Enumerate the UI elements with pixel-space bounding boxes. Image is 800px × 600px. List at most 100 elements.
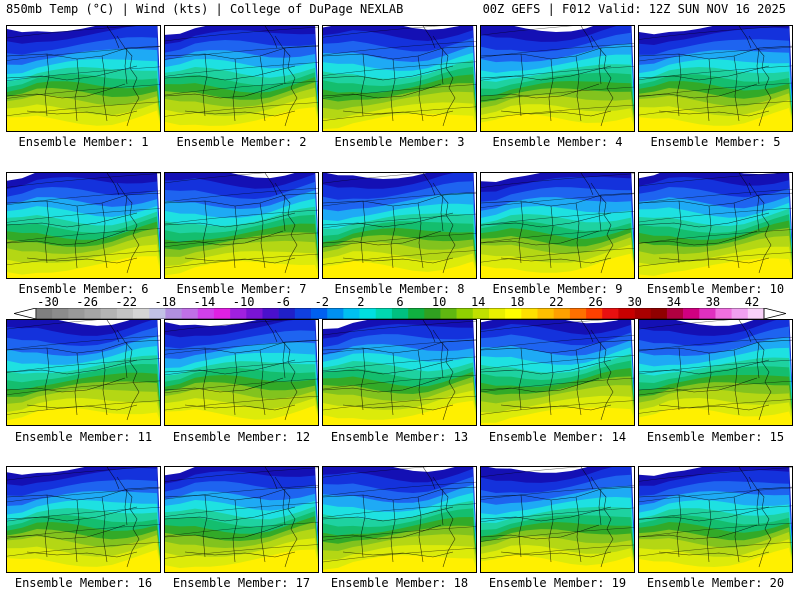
colorbar-swatch	[375, 308, 393, 319]
temperature-map-image	[639, 467, 792, 572]
colorbar-tick-label: 38	[705, 295, 721, 309]
temperature-map-image	[165, 320, 318, 425]
ensemble-member-map	[480, 172, 635, 279]
ensemble-member-map	[638, 25, 793, 132]
colorbar-swatch	[488, 308, 506, 319]
temperature-map-image	[481, 173, 634, 278]
ensemble-member-caption: Ensemble Member: 18	[330, 576, 469, 590]
colorbar-swatch	[456, 308, 474, 319]
colorbar-swatch	[586, 308, 603, 319]
colorbar-tick-label: -26	[76, 295, 98, 309]
colorbar-swatch	[36, 308, 53, 319]
ensemble-member-map	[480, 25, 635, 132]
temperature-map-image	[639, 26, 792, 131]
ensemble-member-caption: Ensemble Member: 6	[18, 282, 149, 296]
temperature-map-image	[639, 173, 792, 278]
ensemble-member-map	[164, 466, 319, 573]
temperature-map-image	[165, 26, 318, 131]
colorbar-tick-label: 6	[396, 295, 404, 309]
ensemble-member-map	[6, 466, 161, 573]
temperature-map-image	[481, 467, 634, 572]
temperature-colorbar	[14, 308, 786, 319]
temperature-map-image	[639, 320, 792, 425]
ensemble-member-caption: Ensemble Member: 19	[488, 576, 627, 590]
temperature-map-image	[481, 320, 634, 425]
ensemble-member-caption: Ensemble Member: 2	[176, 135, 307, 149]
temperature-map-image	[165, 467, 318, 572]
colorbar-tick-label: 18	[510, 295, 525, 309]
ensemble-member-map	[322, 319, 477, 426]
colorbar-tick-label: 26	[588, 295, 603, 309]
colorbar-swatch	[699, 308, 716, 319]
colorbar-right-arrow	[763, 308, 786, 319]
colorbar-swatch	[650, 308, 668, 319]
colorbar-swatch	[311, 308, 328, 319]
ensemble-member-map	[6, 319, 161, 426]
ensemble-member-caption: Ensemble Member: 14	[488, 430, 627, 444]
colorbar-swatch	[602, 308, 619, 319]
colorbar-tick-label: -22	[115, 295, 138, 309]
temperature-map-image	[7, 467, 160, 572]
map-header-title: 850mb Temp (°C) | Wind (kts) | College o…	[6, 2, 404, 16]
colorbar-tick-label: -18	[154, 295, 177, 309]
ensemble-member-map	[638, 172, 793, 279]
colorbar-swatch	[197, 308, 215, 319]
map-header-valid-time: 00Z GEFS | F012 Valid: 12Z SUN NOV 16 20…	[482, 2, 786, 16]
colorbar-swatch	[100, 308, 118, 319]
colorbar-swatch	[116, 308, 134, 319]
colorbar-tick-label: 2	[357, 295, 365, 309]
ensemble-member-map	[6, 25, 161, 132]
temperature-map-image	[7, 26, 160, 131]
temperature-map-image	[481, 26, 634, 131]
ensemble-member-caption: Ensemble Member: 13	[330, 430, 469, 444]
colorbar-swatch	[230, 308, 247, 319]
colorbar-tick-label: -6	[275, 295, 290, 309]
ensemble-member-caption: Ensemble Member: 9	[492, 282, 623, 296]
temperature-map-image	[7, 173, 160, 278]
temperature-map-image	[323, 467, 476, 572]
colorbar-swatch	[440, 308, 457, 319]
ensemble-member-caption: Ensemble Member: 7	[176, 282, 307, 296]
ensemble-member-caption: Ensemble Member: 5	[650, 135, 781, 149]
colorbar-tick-label: -14	[193, 295, 216, 309]
colorbar-swatch	[181, 308, 199, 319]
colorbar-tick-label: 42	[744, 295, 760, 309]
ensemble-member-caption: Ensemble Member: 10	[646, 282, 785, 296]
colorbar-swatch	[68, 308, 85, 319]
ensemble-member-caption: Ensemble Member: 1	[18, 135, 149, 149]
ensemble-member-map	[480, 319, 635, 426]
colorbar-swatch	[731, 308, 749, 319]
ensemble-member-map	[164, 172, 319, 279]
colorbar-swatch	[472, 308, 490, 319]
colorbar-swatch	[327, 308, 344, 319]
colorbar-tick-label: 34	[666, 295, 682, 309]
colorbar-swatch	[505, 308, 522, 319]
temperature-map-image	[323, 320, 476, 425]
ensemble-member-map	[638, 319, 793, 426]
colorbar-swatch	[294, 308, 312, 319]
colorbar-swatch	[246, 308, 263, 319]
colorbar-swatch	[715, 308, 732, 319]
colorbar-tick-label: -30	[37, 295, 59, 309]
temperature-map-image	[7, 320, 160, 425]
ensemble-member-caption: Ensemble Member: 11	[14, 430, 153, 444]
colorbar-tick-label: 30	[627, 295, 642, 309]
temperature-map-image	[323, 26, 476, 131]
colorbar-swatch	[52, 308, 69, 319]
colorbar-tick-label: -10	[232, 295, 255, 309]
colorbar-swatch	[262, 308, 279, 319]
colorbar-tick-label: 14	[470, 295, 486, 309]
colorbar-tick-label: -2	[314, 295, 330, 309]
ensemble-member-map	[6, 172, 161, 279]
colorbar-swatch	[666, 308, 684, 319]
ensemble-member-caption: Ensemble Member: 16	[14, 576, 153, 590]
colorbar-swatch	[149, 308, 166, 319]
colorbar-swatch	[359, 308, 377, 319]
colorbar-swatch	[133, 308, 150, 319]
ensemble-member-map	[164, 25, 319, 132]
temperature-map-image	[165, 173, 318, 278]
colorbar-left-arrow	[14, 308, 37, 319]
colorbar-swatch	[84, 308, 102, 319]
ensemble-member-map	[164, 319, 319, 426]
colorbar-swatch	[634, 308, 652, 319]
